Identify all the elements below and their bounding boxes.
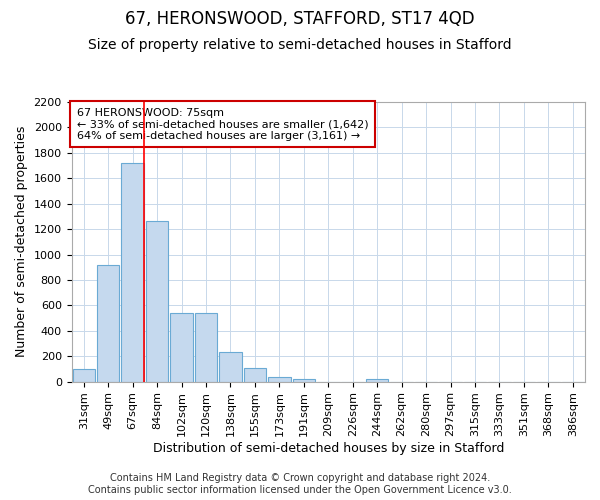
Bar	[121, 163, 144, 382]
Bar	[219, 352, 242, 382]
Text: 67, HERONSWOOD, STAFFORD, ST17 4QD: 67, HERONSWOOD, STAFFORD, ST17 4QD	[125, 10, 475, 28]
X-axis label: Distribution of semi-detached houses by size in Stafford: Distribution of semi-detached houses by …	[152, 442, 504, 455]
Bar	[170, 313, 193, 382]
Y-axis label: Number of semi-detached properties: Number of semi-detached properties	[15, 126, 28, 358]
Bar	[195, 313, 217, 382]
Bar	[268, 376, 290, 382]
Text: Size of property relative to semi-detached houses in Stafford: Size of property relative to semi-detach…	[88, 38, 512, 52]
Text: 67 HERONSWOOD: 75sqm
← 33% of semi-detached houses are smaller (1,642)
64% of se: 67 HERONSWOOD: 75sqm ← 33% of semi-detac…	[77, 108, 368, 141]
Bar	[244, 368, 266, 382]
Bar	[97, 264, 119, 382]
Text: Contains HM Land Registry data © Crown copyright and database right 2024.
Contai: Contains HM Land Registry data © Crown c…	[88, 474, 512, 495]
Bar	[366, 379, 388, 382]
Bar	[73, 369, 95, 382]
Bar	[146, 222, 169, 382]
Bar	[293, 379, 315, 382]
